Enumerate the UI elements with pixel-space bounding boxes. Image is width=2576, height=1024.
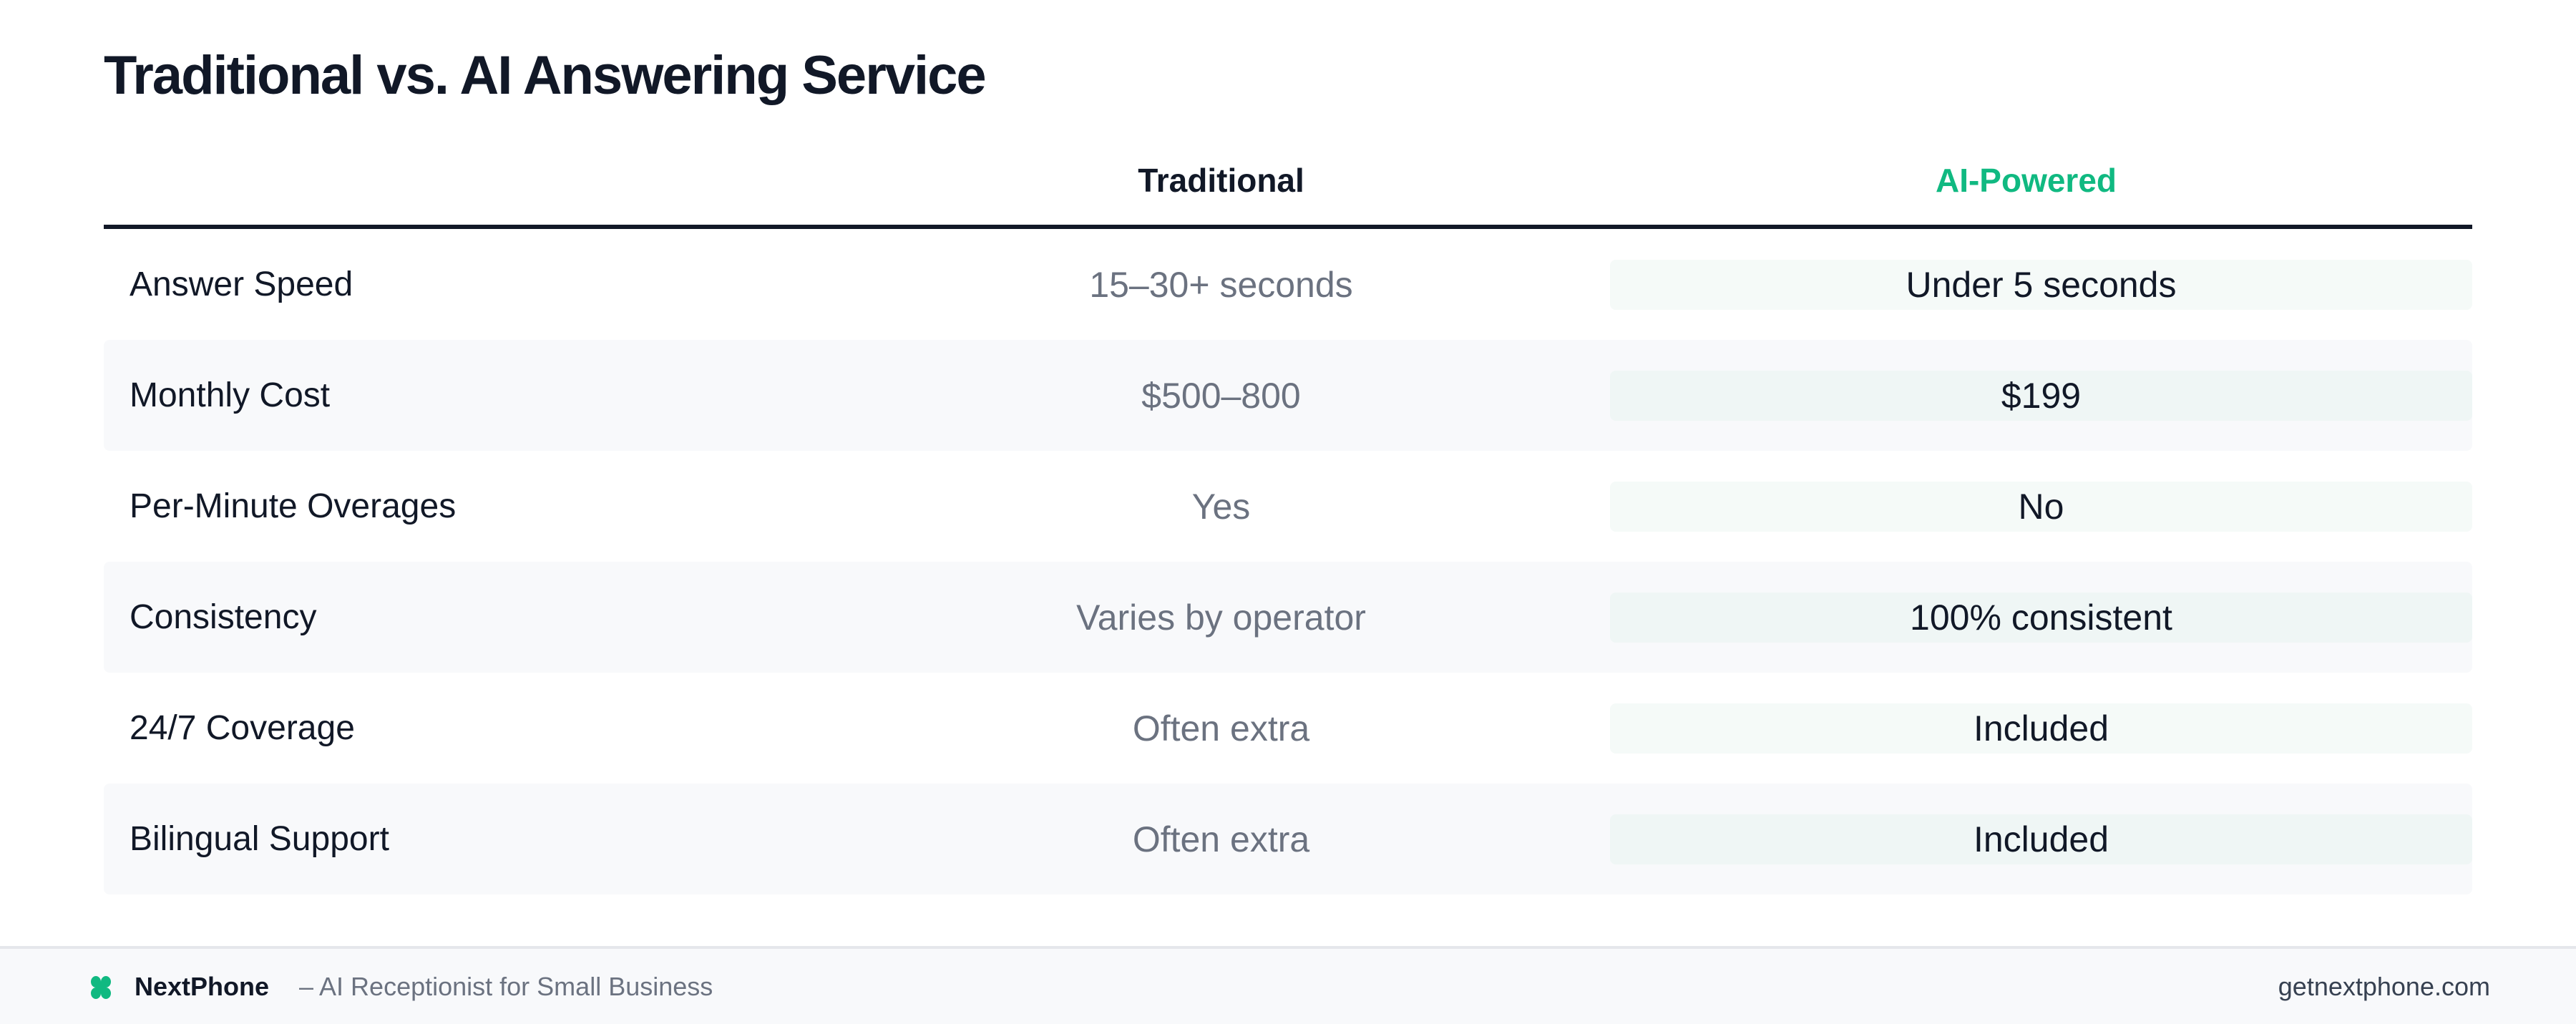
page-title: Traditional vs. AI Answering Service bbox=[104, 45, 987, 106]
table-header: Traditional AI-Powered bbox=[104, 136, 2472, 229]
ai-cell: Included bbox=[1580, 814, 2472, 864]
ai-cell: $199 bbox=[1580, 370, 2472, 421]
footer-brand: NextPhone bbox=[135, 971, 270, 1001]
ai-value: Under 5 seconds bbox=[1610, 259, 2472, 310]
ai-cell: Under 5 seconds bbox=[1580, 259, 2472, 310]
footer: NextPhone – AI Receptionist for Small Bu… bbox=[0, 946, 2576, 1024]
feature-cell: Bilingual Support bbox=[130, 820, 389, 858]
ai-value: Included bbox=[1610, 814, 2472, 864]
comparison-table: Traditional AI-Powered Answer Speed 15–30… bbox=[104, 136, 2472, 894]
ai-cell: 100% consistent bbox=[1580, 592, 2472, 643]
ai-cell: Included bbox=[1580, 703, 2472, 754]
header-traditional: Traditional bbox=[1138, 162, 1304, 199]
table-row: Bilingual Support Often extra Included bbox=[104, 784, 2472, 894]
nextphone-logo-icon bbox=[91, 976, 111, 999]
table-row: Answer Speed 15–30+ seconds Under 5 second… bbox=[104, 229, 2472, 340]
ai-value: Included bbox=[1610, 703, 2472, 754]
ai-value: $199 bbox=[1610, 370, 2472, 421]
header-ai-powered: AI-Powered bbox=[1935, 162, 2117, 199]
footer-url[interactable]: getnextphone.com bbox=[2278, 971, 2490, 1001]
table-row: Per-Minute Overages Yes No bbox=[104, 451, 2472, 562]
feature-cell: Consistency bbox=[130, 598, 317, 636]
traditional-cell: $500–800 bbox=[1141, 375, 1301, 416]
traditional-cell: Yes bbox=[1191, 486, 1251, 527]
footer-tagline: – AI Receptionist for Small Business bbox=[299, 971, 713, 1001]
feature-cell: Monthly Cost bbox=[130, 376, 331, 414]
feature-cell: 24/7 Coverage bbox=[130, 709, 355, 747]
traditional-cell: 15–30+ seconds bbox=[1089, 264, 1353, 305]
table-row: Consistency Varies by operator 100% consis… bbox=[104, 562, 2472, 673]
traditional-cell: Often extra bbox=[1132, 708, 1310, 749]
table-row: 24/7 Coverage Often extra Included bbox=[104, 673, 2472, 784]
ai-cell: No bbox=[1580, 481, 2472, 532]
feature-cell: Per-Minute Overages bbox=[130, 487, 457, 525]
table-row: Monthly Cost $500–800 $199 bbox=[104, 340, 2472, 451]
feature-cell: Answer Speed bbox=[130, 265, 353, 303]
ai-value: No bbox=[1610, 481, 2472, 532]
traditional-cell: Often extra bbox=[1132, 819, 1310, 859]
ai-value: 100% consistent bbox=[1610, 592, 2472, 643]
traditional-cell: Varies by operator bbox=[1076, 597, 1366, 638]
